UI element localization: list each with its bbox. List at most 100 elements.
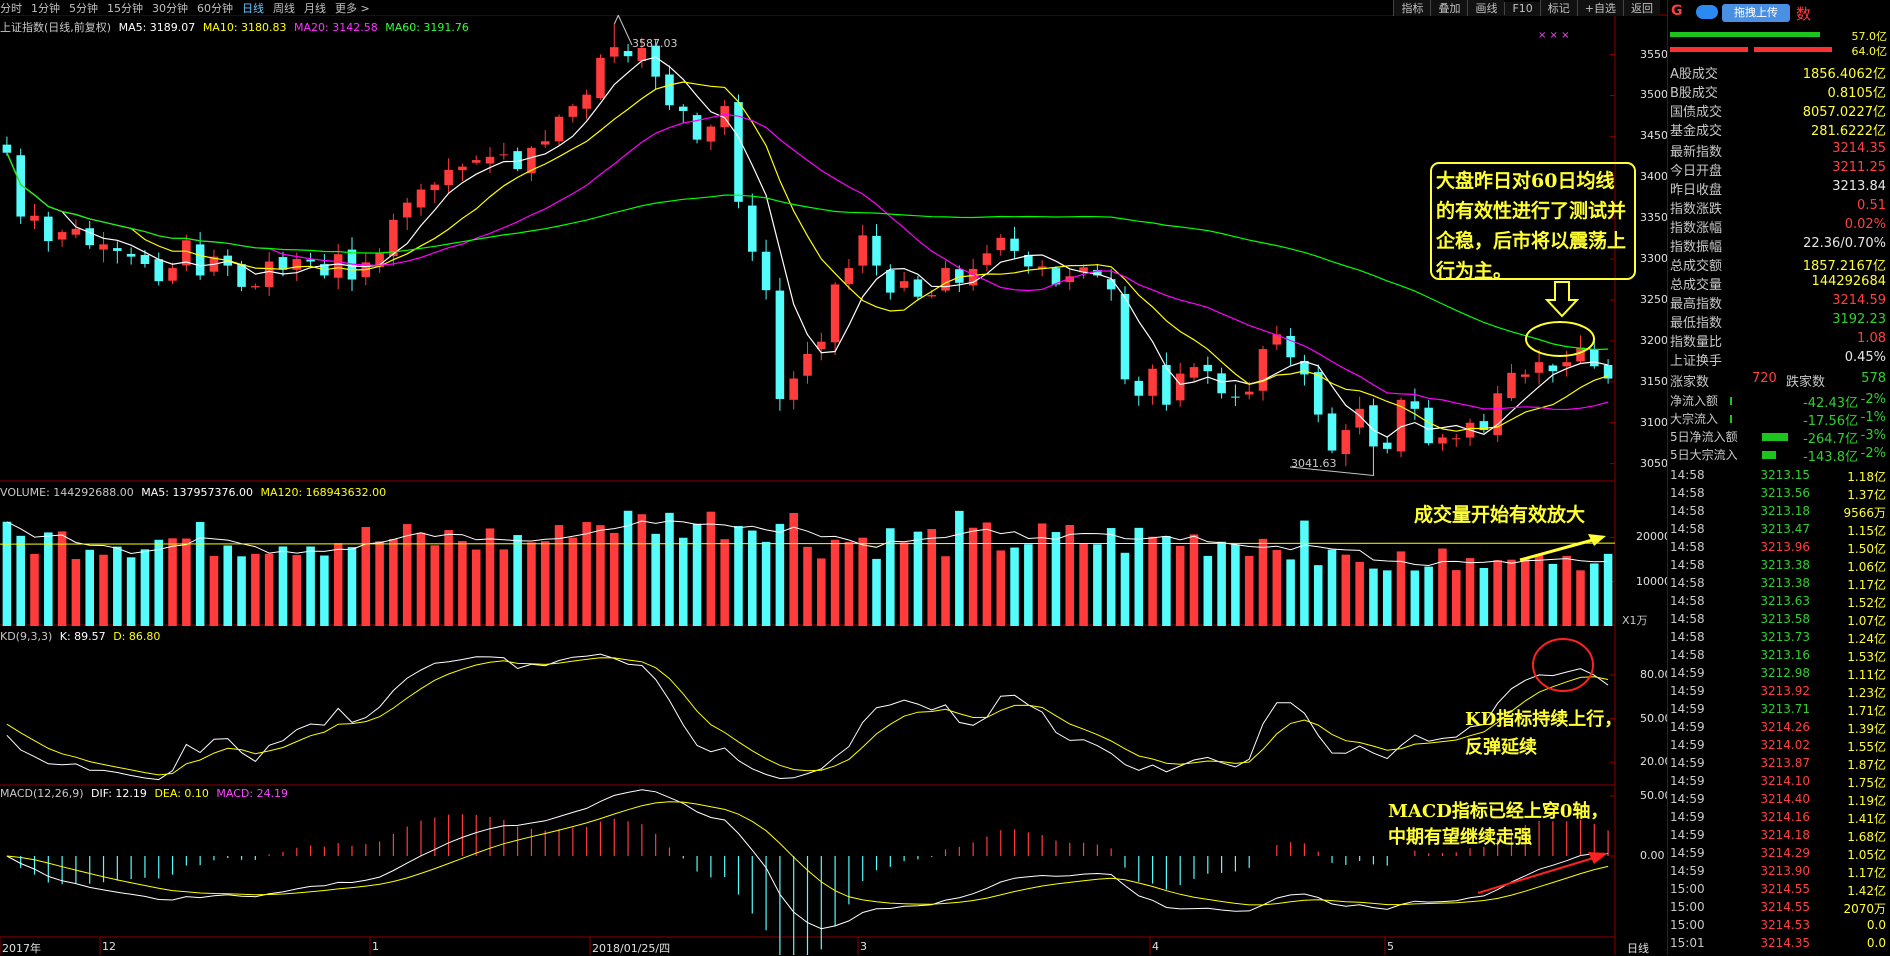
upload-button[interactable]: 拖拽上传 <box>1722 4 1790 22</box>
stat-label: 指数涨幅 <box>1670 221 1723 236</box>
volume-bar <box>209 556 219 626</box>
turnover-label: B股成交 <box>1670 86 1718 101</box>
flow-label: 5日大宗流入 <box>1670 448 1738 462</box>
ma20-legend: MA20: 3142.58 <box>294 21 378 34</box>
candle-body <box>1175 373 1185 401</box>
timeframe-tab-3[interactable]: 15分钟 <box>107 2 143 15</box>
tool-button-5[interactable]: +自选 <box>1576 0 1623 16</box>
timeframe-tab-7[interactable]: 周线 <box>273 2 295 15</box>
flow-value: -143.8亿 <box>1803 450 1858 465</box>
stat-row: 昨日收盘 3213.84 <box>1670 179 1888 198</box>
flow-bar <box>1730 397 1732 405</box>
kline-chart[interactable] <box>0 0 1667 955</box>
tick-price: 3213.63 <box>1760 594 1810 608</box>
tick-row: 15:00 3214.55 1.42亿 <box>1670 882 1888 900</box>
volume-bar <box>113 546 122 626</box>
volume-bar <box>513 535 522 626</box>
tick-time: 14:58 <box>1670 540 1705 554</box>
ma5-line <box>6 56 1609 438</box>
volume-bar <box>1369 568 1378 626</box>
macd-arrow-head <box>1588 852 1608 864</box>
volume-bar <box>1562 555 1571 626</box>
volume-ma120-line <box>0 542 1616 545</box>
macd-axis-label: 0.00 <box>1640 849 1665 862</box>
candle-body <box>2 144 12 153</box>
volume-bar <box>44 532 53 626</box>
volume-bar <box>1410 570 1420 626</box>
candle-body <box>1162 364 1171 405</box>
flow-row: 5日大宗流入 -143.8亿 -2% <box>1670 446 1888 465</box>
tick-row: 14:58 3213.58 1.07亿 <box>1670 612 1888 630</box>
volume-bar <box>85 549 95 626</box>
tick-time: 14:59 <box>1670 774 1705 788</box>
tick-volume: 1.50亿 <box>1847 542 1886 556</box>
volume-bar <box>1424 566 1433 626</box>
candle-body <box>168 268 177 281</box>
timeframe-tab-5[interactable]: 60分钟 <box>197 2 233 15</box>
flow-percent: -2% <box>1860 392 1886 407</box>
candle-body <box>665 74 674 106</box>
timeframe-tab-6[interactable]: 日线 <box>242 2 264 15</box>
candle-body <box>844 268 854 284</box>
volume-bar <box>140 549 150 626</box>
candle-body <box>1231 396 1240 398</box>
volume-bar <box>955 510 964 626</box>
stat-label: 今日开盘 <box>1670 164 1723 179</box>
timeframe-tab-1[interactable]: 1分钟 <box>31 2 60 15</box>
candle-body <box>1258 349 1268 391</box>
tick-time: 14:59 <box>1670 738 1705 752</box>
volume-bar <box>1465 558 1475 626</box>
macd-dif: DIF: 12.19 <box>91 787 147 800</box>
tick-price: 3214.55 <box>1760 900 1810 914</box>
timeframe-tab-4[interactable]: 30分钟 <box>152 2 188 15</box>
volume-bar <box>637 514 647 626</box>
candle-body <box>1313 372 1323 415</box>
sell-bar-1 <box>1670 47 1748 52</box>
tool-button-1[interactable]: 叠加 <box>1430 0 1468 16</box>
timeframe-tab-2[interactable]: 5分钟 <box>69 2 98 15</box>
stat-row: 今日开盘 3211.25 <box>1670 160 1888 179</box>
volume-bar <box>734 526 743 626</box>
candle-body <box>1134 380 1144 396</box>
tick-time: 15:01 <box>1670 936 1705 950</box>
timeframe-tab-8[interactable]: 月线 <box>304 2 326 15</box>
tick-row: 14:59 3214.10 1.75亿 <box>1670 774 1888 792</box>
tick-time: 14:59 <box>1670 810 1705 824</box>
annotation-kd-1: KD指标持续上行， <box>1465 709 1623 730</box>
kd-axis-label: 50.00 <box>1640 711 1672 725</box>
tool-button-6[interactable]: 返回 <box>1623 0 1660 16</box>
stat-label: 最高指数 <box>1670 297 1723 312</box>
timeframe-tab-0[interactable]: 分时 <box>0 2 22 15</box>
turnover-row: 国债成交 8057.0227亿 <box>1670 101 1888 120</box>
flow-bar <box>1762 433 1788 441</box>
volume-bar <box>1507 559 1516 626</box>
volume-ma120: MA120: 168943632.00 <box>260 486 387 499</box>
date-axis-label: 3 <box>860 940 867 953</box>
flow-bar <box>1730 415 1732 423</box>
stat-row: 指数量比 1.08 <box>1670 331 1888 350</box>
buy-bar-value: 57.0亿 <box>1851 30 1888 43</box>
tool-button-0[interactable]: 指标 <box>1393 0 1431 16</box>
flow-label: 净流入额 <box>1670 394 1719 408</box>
tool-button-4[interactable]: 标记 <box>1539 0 1577 16</box>
signal-marks: × × × <box>1538 30 1570 41</box>
sell-bar-2 <box>1754 47 1832 52</box>
volume-arrow-head <box>1588 534 1606 546</box>
flow-value: -42.43亿 <box>1803 396 1858 411</box>
volume-bar <box>1313 565 1323 626</box>
ma60-line <box>6 152 1609 351</box>
volume-bar <box>30 553 39 626</box>
stat-value: 1857.2167亿 <box>1802 259 1886 274</box>
volume-bar <box>540 541 550 626</box>
volume-bar <box>1065 524 1075 626</box>
tick-time: 14:58 <box>1670 522 1705 536</box>
tick-volume: 1.07亿 <box>1847 614 1886 628</box>
candle-body <box>720 106 729 128</box>
volume-bar <box>1175 545 1185 626</box>
timeframe-tab-9[interactable]: 更多 > <box>335 2 370 15</box>
tool-button-2[interactable]: 画线 <box>1467 0 1505 16</box>
volume-bar <box>1479 568 1489 626</box>
tool-button-3[interactable]: F10 <box>1504 2 1540 15</box>
volume-bar <box>1396 551 1406 626</box>
tick-price: 3213.18 <box>1760 504 1810 518</box>
